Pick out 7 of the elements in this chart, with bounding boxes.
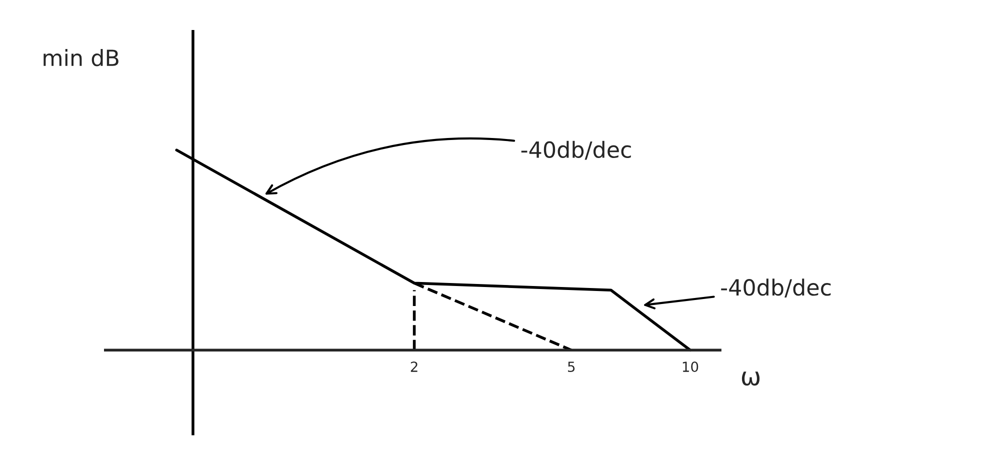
y-axis-title: min dB <box>44 49 118 66</box>
x-axis-title: ω <box>742 372 760 386</box>
text: -40db/dec <box>721 278 831 298</box>
x-tick-label: 2 <box>410 362 418 372</box>
x-tick-label: 5 <box>568 362 575 372</box>
x-tick-label: 10 <box>682 362 698 372</box>
annotation: -40db/dec <box>521 140 631 160</box>
